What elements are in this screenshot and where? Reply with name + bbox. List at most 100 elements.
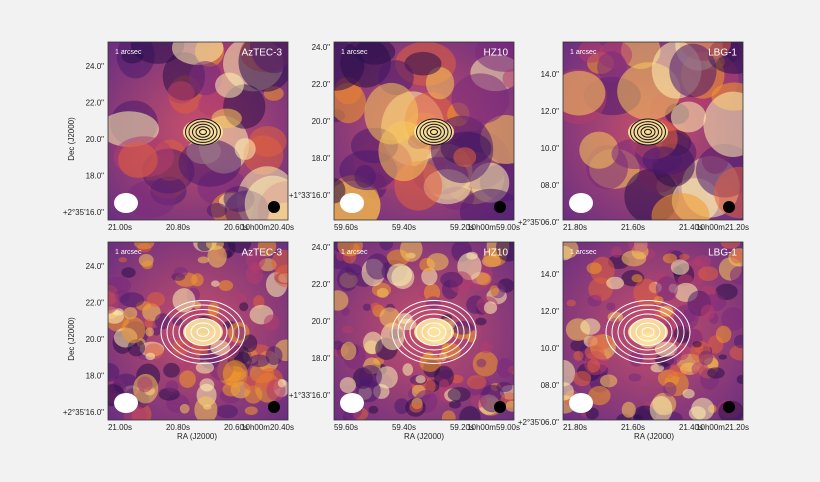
blob: [334, 82, 367, 124]
y-tick-label: 20.0": [312, 117, 331, 126]
y-tick-label: 10.0": [541, 344, 560, 353]
blob: [655, 276, 678, 302]
y-tick-label: 22.0": [312, 280, 331, 289]
blob: [700, 304, 715, 321]
blob: [415, 375, 426, 384]
blob: [244, 406, 258, 416]
y-tick-label: 14.0": [541, 270, 560, 279]
blob: [593, 294, 602, 301]
blob: [239, 302, 249, 312]
blob: [123, 307, 138, 320]
blob: [339, 377, 356, 394]
blob: [496, 381, 513, 393]
x-tick-label: 20.60s: [224, 223, 248, 232]
image-map: [108, 242, 288, 420]
blob: [370, 302, 381, 311]
x-tick-label: 21.80s: [563, 223, 587, 232]
scale-label: 1 arcsec: [570, 249, 597, 256]
blob: [108, 291, 119, 314]
blob: [698, 350, 714, 366]
blob: [573, 350, 584, 361]
blob: [211, 280, 220, 287]
beam-small: [723, 401, 735, 413]
source-name: LBG-1: [708, 48, 737, 59]
blob: [207, 245, 227, 268]
beam: [340, 393, 364, 413]
blob: [222, 360, 248, 388]
blob: [447, 387, 471, 402]
blob: [426, 296, 441, 309]
y-tick-label: 20.0": [312, 317, 331, 326]
blob: [621, 42, 661, 70]
blob: [729, 344, 743, 361]
blob: [108, 362, 120, 382]
frame: [562, 41, 744, 221]
blob: [585, 407, 599, 420]
y-tick-label: +1°33'16.0": [289, 191, 330, 200]
blob: [354, 42, 396, 65]
blob: [362, 303, 372, 311]
blob: [341, 325, 354, 334]
frame: [333, 41, 515, 221]
blob: [154, 313, 171, 330]
blob: [475, 317, 487, 326]
contour: [403, 309, 465, 355]
x-tick-label: 20.80s: [166, 423, 190, 432]
beam-small: [494, 201, 506, 213]
blob: [179, 403, 190, 414]
source-glow: [183, 319, 223, 345]
x-tick-label: 59.20s: [450, 423, 474, 432]
blob: [659, 305, 674, 317]
blob: [703, 91, 743, 158]
ra-label: RA (J2000): [177, 432, 217, 441]
blob: [587, 334, 613, 350]
y-tick-label: 20.0": [86, 335, 105, 344]
blob: [611, 246, 622, 258]
blob: [426, 253, 449, 271]
beam: [569, 193, 593, 213]
y-tick-label: +2°35'16.0": [63, 408, 104, 417]
source-glow: [628, 319, 668, 345]
contour: [178, 313, 228, 351]
source-glow: [628, 119, 668, 145]
blob: [197, 256, 210, 264]
y-tick-label: 24.0": [86, 262, 105, 271]
blob: [127, 339, 146, 357]
blob: [119, 292, 145, 308]
blob: [173, 266, 188, 278]
source-name: LBG-1: [708, 248, 737, 259]
beam-small: [268, 401, 280, 413]
blob: [137, 376, 153, 393]
ra-label: RA (J2000): [634, 432, 674, 441]
image-map: [563, 42, 743, 220]
blob: [376, 287, 389, 298]
y-tick-label: 18.0": [86, 172, 105, 181]
blob: [476, 272, 492, 286]
image-map: [563, 242, 743, 420]
blob: [669, 43, 717, 98]
blob: [495, 242, 514, 262]
blob: [399, 242, 423, 262]
blob: [243, 375, 259, 391]
blob: [479, 342, 493, 354]
y-tick-label: 24.0": [312, 43, 331, 52]
blob: [179, 370, 196, 388]
y-tick-label: 24.0": [312, 243, 331, 252]
y-tick-label: 20.0": [86, 135, 105, 144]
x-tick-label: 59.60s: [334, 223, 358, 232]
blob: [199, 378, 215, 392]
x-tick-label: 10h00m21.20s: [696, 423, 749, 432]
y-tick-label: 22.0": [86, 299, 105, 308]
x-tick-label: 20.60s: [224, 423, 248, 432]
blob: [641, 357, 652, 367]
contour: [430, 128, 438, 136]
blob: [354, 165, 376, 188]
blob: [489, 285, 499, 297]
y-tick-label: 22.0": [86, 99, 105, 108]
dec-label: Dec (J2000): [67, 317, 76, 361]
blob: [402, 363, 414, 376]
blob: [118, 141, 158, 179]
blob: [235, 293, 247, 304]
blob: [653, 295, 664, 305]
contour: [416, 118, 452, 146]
